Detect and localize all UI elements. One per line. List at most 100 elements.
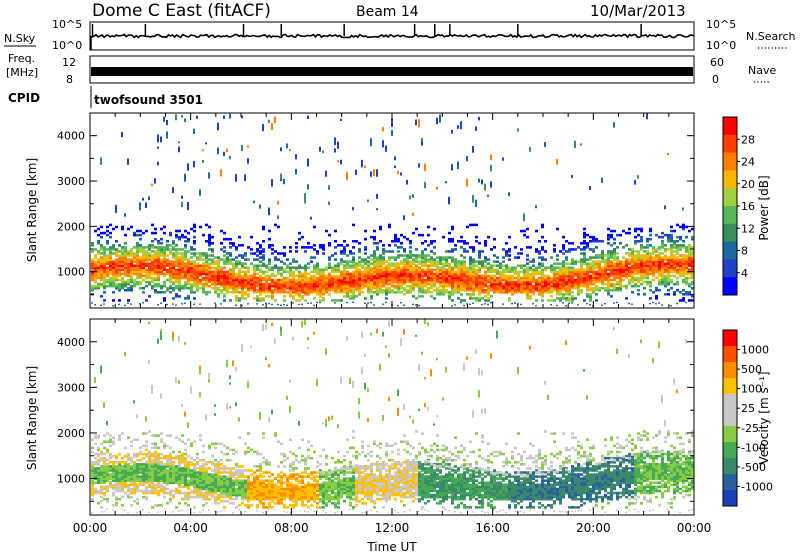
heatmap-cell — [373, 260, 376, 263]
heatmap-cell — [604, 260, 607, 263]
heatmap-cell — [229, 276, 232, 280]
heatmap-cell — [154, 475, 157, 478]
heatmap-cell — [340, 288, 343, 292]
heatmap-cell — [181, 284, 184, 288]
heatmap-cell — [130, 280, 133, 284]
heatmap-cell — [463, 239, 466, 243]
heatmap-cell — [145, 246, 148, 249]
heatmap-cell — [676, 280, 679, 284]
heatmap-cell — [181, 456, 184, 460]
heatmap-cell — [523, 290, 526, 294]
heatmap-cell — [376, 169, 378, 177]
heatmap-cell — [580, 260, 583, 263]
heatmap-cell — [382, 303, 384, 305]
heatmap-cell — [187, 237, 190, 241]
heatmap-cell — [292, 272, 295, 276]
heatmap-cell — [469, 223, 472, 227]
heatmap-cell — [187, 509, 189, 511]
heatmap-cell — [382, 262, 385, 265]
heatmap-cell — [628, 268, 631, 272]
heatmap-cell — [640, 282, 643, 286]
heatmap-cell — [157, 491, 160, 495]
heatmap-cell — [493, 276, 496, 280]
heatmap-cell — [508, 254, 511, 257]
heatmap-cell — [571, 286, 574, 290]
heatmap-cell — [361, 286, 364, 290]
heatmap-cell — [565, 305, 567, 307]
heatmap-cell — [691, 250, 694, 253]
heatmap-cell — [664, 244, 667, 247]
heatmap-cell — [688, 262, 691, 265]
heatmap-cell — [472, 266, 475, 270]
heatmap-cell — [529, 297, 532, 300]
heatmap-cell — [130, 264, 133, 268]
heatmap-cell — [178, 260, 181, 263]
heatmap-cell — [634, 229, 637, 233]
heatmap-cell — [496, 256, 499, 259]
heatmap-cell — [127, 264, 130, 268]
heatmap-cell — [214, 413, 216, 416]
heatmap-cell — [193, 465, 196, 468]
heatmap-cell — [370, 286, 373, 290]
heatmap-cell — [277, 290, 280, 294]
heatmap-cell — [100, 270, 103, 274]
heatmap-cell — [109, 454, 112, 458]
heatmap-cell — [604, 264, 607, 268]
heatmap-cell — [136, 274, 139, 278]
heatmap-cell — [190, 270, 193, 274]
heatmap-cell — [691, 282, 694, 286]
heatmap-cell — [394, 278, 397, 282]
heatmap-cell — [559, 276, 562, 280]
heatmap-cell — [424, 256, 427, 259]
heatmap-cell — [154, 452, 157, 456]
heatmap-cell — [484, 264, 487, 268]
heatmap-cell — [226, 286, 229, 290]
heatmap-cell — [373, 229, 376, 233]
heatmap-cell — [394, 237, 397, 241]
heatmap-cell — [607, 264, 610, 268]
heatmap-cell — [163, 284, 166, 288]
heatmap-cell — [583, 282, 586, 286]
heatmap-cell — [517, 288, 520, 292]
heatmap-cell — [211, 272, 214, 276]
heatmap-cell — [577, 246, 580, 249]
heatmap-cell — [382, 266, 385, 270]
heatmap-cell — [394, 272, 397, 276]
heatmap-cell — [271, 290, 274, 294]
heatmap-cell — [529, 274, 532, 278]
heatmap-cell — [532, 274, 535, 278]
heatmap-cell — [286, 276, 289, 280]
heatmap-cell — [457, 274, 460, 278]
heatmap-cell — [604, 262, 607, 265]
heatmap-cell — [517, 274, 520, 278]
heatmap-cell — [385, 268, 388, 272]
heatmap-cell — [454, 288, 457, 292]
heatmap-cell — [691, 235, 694, 239]
heatmap-cell — [181, 477, 184, 480]
heatmap-cell — [418, 295, 421, 298]
heatmap-cell — [637, 254, 640, 257]
heatmap-cell — [577, 290, 580, 294]
heatmap-cell — [445, 250, 448, 253]
heatmap-cell — [547, 276, 550, 280]
heatmap-cell — [157, 511, 159, 513]
heatmap-cell — [529, 295, 532, 298]
heatmap-cell — [157, 504, 160, 507]
heatmap-cell — [175, 477, 178, 480]
heatmap-cell — [421, 288, 424, 292]
heatmap-cell — [109, 282, 112, 286]
heatmap-cell — [178, 335, 180, 342]
heatmap-cell — [205, 256, 208, 259]
heatmap-cell — [574, 280, 577, 284]
heatmap-cell — [286, 282, 289, 286]
heatmap-cell — [193, 272, 196, 276]
heatmap-cell — [394, 270, 397, 274]
heatmap-cell — [394, 233, 397, 237]
heatmap-cell — [562, 252, 565, 255]
heatmap-cell — [112, 471, 115, 474]
heatmap-cell — [550, 276, 553, 280]
heatmap-cell — [634, 260, 637, 263]
heatmap-cell — [412, 212, 414, 216]
heatmap-cell — [154, 434, 157, 437]
heatmap-cell — [94, 303, 96, 306]
